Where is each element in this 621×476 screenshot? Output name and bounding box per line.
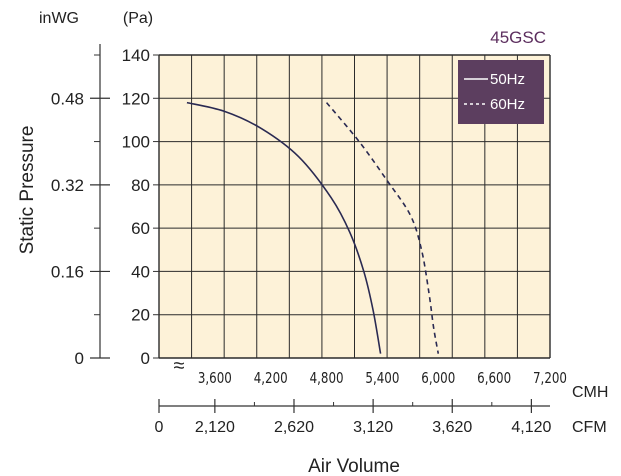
- y-tick-label: 0: [141, 349, 150, 368]
- x-axis-title: Air Volume: [308, 456, 400, 476]
- inwg-tick-label: 0.32: [51, 176, 84, 195]
- x-unit-primary: CMH: [572, 384, 608, 401]
- curve-60hz: [325, 102, 440, 354]
- y-tick-label: 100: [122, 133, 150, 152]
- x-tick-label: 3,600: [198, 369, 232, 387]
- y-tick-label: 60: [131, 219, 150, 238]
- performance-curves: [186, 101, 440, 354]
- chart-title: 45GSC: [490, 28, 546, 47]
- y-tick-label: 40: [131, 262, 150, 281]
- cfm-tick-label: 2,620: [274, 419, 314, 436]
- legend-label-50hz: 50Hz: [490, 71, 525, 88]
- inwg-tick-label: 0.48: [51, 89, 84, 108]
- inwg-axis: 0 0.16 0.32 0.48: [51, 54, 110, 368]
- inwg-tick-label: 0.16: [51, 262, 84, 281]
- y-unit-secondary: inWG: [39, 10, 79, 27]
- legend-box: [458, 60, 544, 124]
- x-tick-label: 5,400: [365, 369, 399, 387]
- x-tick-label: 4,200: [254, 369, 288, 387]
- cfm-axis: 0 2,120 2,620 3,120 3,620 4,120: [155, 399, 551, 436]
- inwg-tick-label: 0: [75, 349, 84, 368]
- x-tick-label: 6,600: [477, 369, 511, 387]
- x-tick-label: 6,000: [421, 369, 455, 387]
- cfm-tick-label: 0: [155, 419, 164, 436]
- cfm-tick-label: 2,120: [195, 419, 235, 436]
- y-axis-ticks: 0 20 40 60 80 100 120 140: [122, 46, 159, 368]
- y-tick-label: 20: [131, 306, 150, 325]
- x-tick-label: 7,200: [533, 369, 567, 387]
- x-tick-label: 4,800: [310, 369, 344, 387]
- curve-50hz: [186, 101, 382, 354]
- axis-break-symbol: ≈: [174, 355, 185, 377]
- x-unit-secondary: CFM: [572, 419, 607, 436]
- y-unit-primary: (Pa): [123, 10, 153, 27]
- x-axis-ticks: 3,600 4,200 4,800 5,400 6,000 6,600 7,200: [198, 369, 567, 387]
- y-tick-label: 80: [131, 176, 150, 195]
- cfm-tick-label: 3,620: [432, 419, 472, 436]
- cfm-tick-label: 3,120: [353, 419, 393, 436]
- y-axis-title: Static Pressure: [17, 126, 38, 255]
- y-tick-label: 120: [122, 89, 150, 108]
- y-tick-label: 140: [122, 46, 150, 65]
- cfm-tick-label: 4,120: [511, 419, 551, 436]
- legend: 50Hz 60Hz: [458, 60, 544, 124]
- legend-label-60hz: 60Hz: [490, 96, 525, 113]
